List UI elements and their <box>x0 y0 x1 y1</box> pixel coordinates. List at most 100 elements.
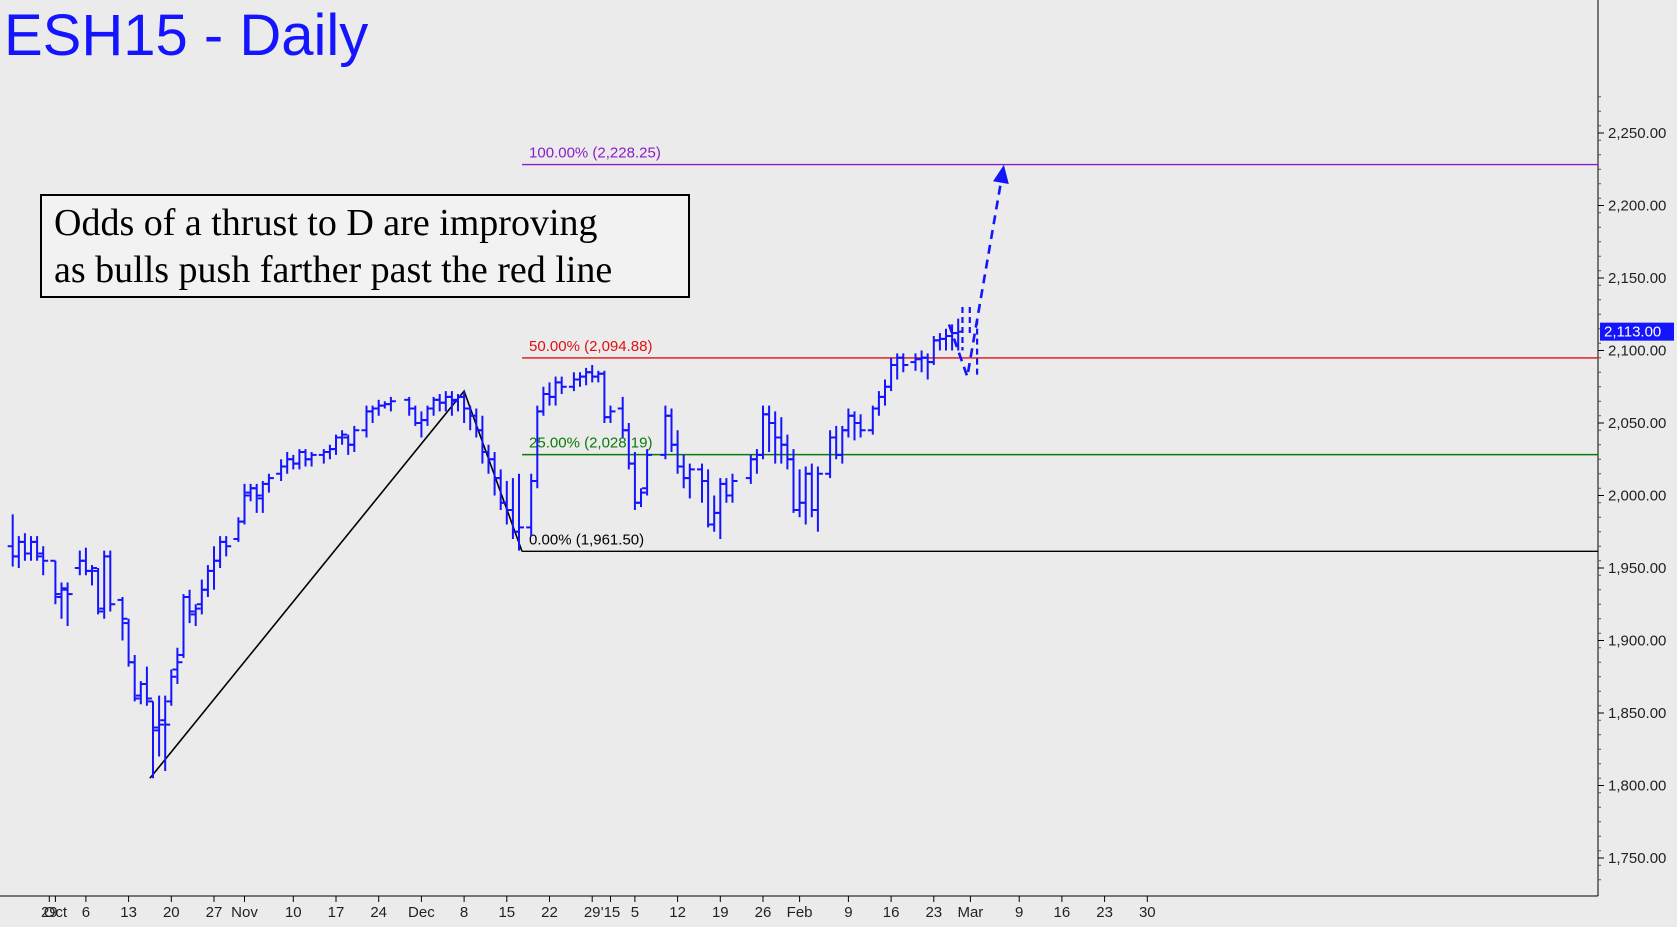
price-bar <box>129 655 140 702</box>
price-bar <box>13 536 24 568</box>
x-tick-label: Mar <box>957 904 983 921</box>
x-tick-label: 9 <box>844 904 852 921</box>
x-tick-label: 20 <box>163 904 180 921</box>
price-bar <box>154 695 165 757</box>
price-bar <box>202 565 213 597</box>
last-price-marker <box>1600 322 1674 341</box>
price-bar <box>446 391 457 416</box>
projection <box>947 164 1009 382</box>
price-bar <box>489 452 500 496</box>
price-bar <box>605 405 616 423</box>
price-bar <box>324 444 335 460</box>
price-bar <box>87 565 97 586</box>
y-tick-label: 2,050.00 <box>1608 415 1666 432</box>
price-bar <box>910 353 921 371</box>
price-bar <box>788 449 799 513</box>
price-bar <box>178 594 189 658</box>
price-bar <box>812 466 823 532</box>
y-tick-label: 2,150.00 <box>1608 270 1666 287</box>
price-bar <box>568 372 579 392</box>
price-bar <box>148 700 158 779</box>
price-bar <box>361 405 372 438</box>
price-bar <box>477 415 488 464</box>
x-tick-label: 23 <box>925 904 942 921</box>
price-bar <box>880 379 890 406</box>
price-bar <box>660 405 671 460</box>
price-bar <box>209 546 219 590</box>
x-tick-label: 19 <box>712 904 729 921</box>
price-bar <box>886 357 897 392</box>
x-tick-label: 17 <box>328 904 345 921</box>
price-bar <box>105 550 116 612</box>
x-tick-label: Nov <box>231 904 258 921</box>
price-bar <box>837 425 848 464</box>
price-bar <box>843 408 854 438</box>
fib-level-label: 25.00% (2,028.19) <box>529 435 652 452</box>
price-bar <box>898 353 909 373</box>
price-bar <box>117 597 128 641</box>
price-bar <box>26 536 36 561</box>
price-bars <box>7 318 964 779</box>
price-bar <box>697 463 707 503</box>
x-tick-label: Oct <box>44 904 68 921</box>
price-bar <box>715 478 726 539</box>
price-bar <box>373 399 384 416</box>
x-tick-label: 24 <box>370 904 387 921</box>
price-bar <box>636 488 646 508</box>
x-tick-label: 12 <box>669 904 686 921</box>
price-bar <box>538 386 549 416</box>
price-bar <box>385 396 396 412</box>
price-bar <box>184 589 195 624</box>
price-bar <box>941 328 951 351</box>
x-tick-label: 27 <box>206 904 223 921</box>
y-axis: 1,750.00 1,800.00 1,850.00 1,900.00 1,950.00… <box>1598 96 1674 881</box>
y-tick-label: 1,950.00 <box>1608 560 1666 577</box>
fib-level-label: 50.00% (2,094.88) <box>529 338 652 355</box>
price-bar <box>593 370 604 383</box>
price-bar <box>678 454 689 489</box>
price-bar <box>349 425 360 452</box>
fib-level-label: 0.00% (1,961.50) <box>529 531 644 548</box>
price-bar <box>56 582 67 619</box>
price-bar <box>855 414 866 438</box>
price-bar <box>300 449 311 467</box>
price-bar <box>160 695 171 771</box>
price-bar <box>416 411 427 438</box>
x-tick-label: 15 <box>498 904 515 921</box>
price-bar <box>7 514 18 567</box>
price-bar <box>727 473 738 503</box>
y-tick-label: 1,800.00 <box>1608 778 1666 795</box>
chart-frame <box>0 0 1599 897</box>
price-bar <box>507 478 518 539</box>
price-bar <box>873 391 884 416</box>
price-bar <box>215 536 226 568</box>
price-bar <box>575 372 585 387</box>
x-tick-label: Dec <box>408 904 435 921</box>
price-bar <box>867 405 878 435</box>
price-bar <box>282 452 293 474</box>
price-bar <box>306 452 317 467</box>
price-bar <box>123 618 134 667</box>
x-tick-label: 13 <box>120 904 137 921</box>
x-tick-label: 16 <box>883 904 900 921</box>
price-bar <box>19 533 30 561</box>
price-bar <box>721 478 732 503</box>
price-bar <box>916 350 927 373</box>
y-tick-label: 2,100.00 <box>1608 343 1666 360</box>
price-bar <box>404 396 415 416</box>
x-tick-label: '15 <box>601 904 621 921</box>
price-bar <box>263 473 274 493</box>
price-bar <box>93 568 104 615</box>
y-tick-label: 2,250.00 <box>1608 125 1666 142</box>
last-price-label: 2,113.00 <box>1604 324 1661 341</box>
annotation-line-2: as bulls push farther past the red line <box>54 249 613 291</box>
price-bar <box>629 452 640 510</box>
x-tick-label: 22 <box>541 904 558 921</box>
price-bar <box>544 382 555 406</box>
price-bar <box>221 536 232 557</box>
y-tick-label: 1,850.00 <box>1608 705 1666 722</box>
chart-title: ESH15 - Daily <box>4 3 369 68</box>
x-tick-label: 8 <box>460 904 468 921</box>
